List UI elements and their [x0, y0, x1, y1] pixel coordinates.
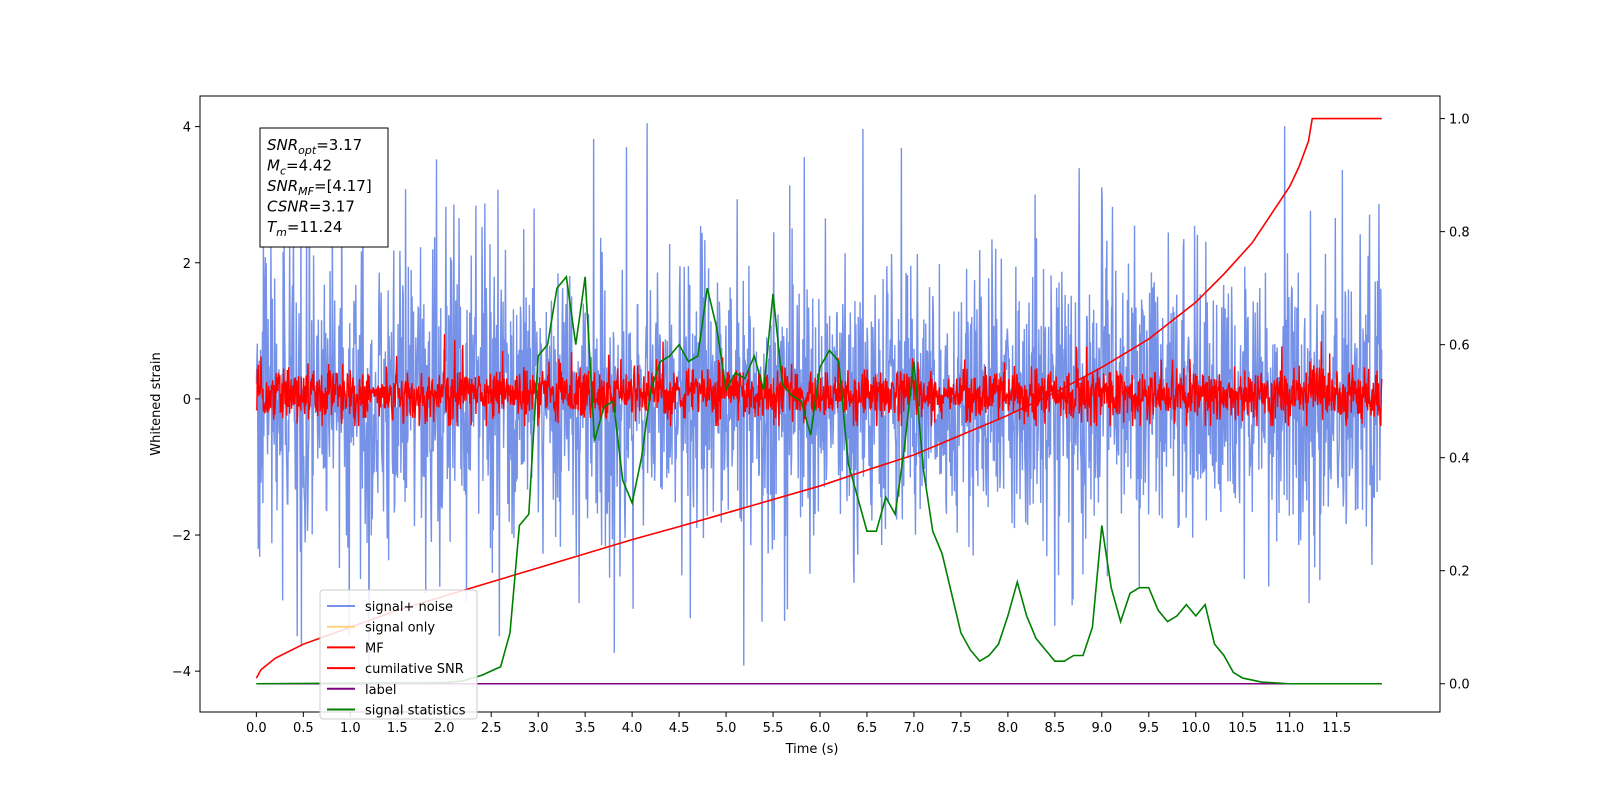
y-tick-label: −2: [172, 529, 191, 544]
x-tick-label: 9.0: [1091, 721, 1112, 736]
x-tick-label: 2.0: [434, 721, 455, 736]
x-tick-label: 10.0: [1181, 721, 1210, 736]
annotation-line: CSNR=3.17: [267, 198, 355, 216]
x-tick-label: 3.5: [575, 721, 596, 736]
x-tick-label: 1.5: [387, 721, 408, 736]
x-tick-label: 6.0: [810, 721, 831, 736]
legend-label: MF: [365, 641, 384, 656]
y-tick-label: 4: [183, 121, 191, 136]
x-tick-label: 11.0: [1275, 721, 1304, 736]
x-tick-label: 2.5: [481, 721, 502, 736]
legend-frame: [319, 589, 478, 720]
x-tick-label: 8.0: [998, 721, 1019, 736]
x-tick-label: 9.5: [1138, 721, 1159, 736]
legend-entry: cumilative SNR: [327, 662, 464, 677]
y2-tick-label: 0.0: [1449, 678, 1470, 693]
legend-label: label: [365, 683, 396, 698]
legend-entry: signal+ noise: [327, 600, 453, 615]
x-tick-label: 1.0: [340, 721, 361, 736]
x-axis-label: Time (s): [785, 742, 839, 757]
legend-entry: signal only: [327, 621, 435, 636]
x-tick-label: 10.5: [1228, 721, 1257, 736]
y2-tick-label: 0.8: [1449, 226, 1470, 241]
y2-tick-label: 0.6: [1449, 339, 1470, 354]
legend-label: signal statistics: [365, 704, 466, 719]
x-tick-label: 5.5: [763, 721, 784, 736]
legend-entry: signal statistics: [327, 704, 466, 719]
x-tick-label: 5.0: [716, 721, 737, 736]
x-tick-label: 3.0: [528, 721, 549, 736]
x-tick-label: 4.5: [669, 721, 690, 736]
x-tick-label: 6.5: [857, 721, 878, 736]
legend-label: signal+ noise: [365, 600, 453, 615]
annotation-line: Mc=4.42: [267, 157, 332, 178]
y2-tick-label: 1.0: [1449, 113, 1470, 128]
ticks-layer: 0.0 0.5 1.0 1.5 2.0 2.5 3.0 3.5 4.0 4.5 5.0 5.5 6.0 6…: [172, 113, 1470, 736]
annotation-frame: [259, 127, 389, 248]
y2-tick-label: 0.4: [1449, 452, 1470, 467]
y-tick-label: 0: [183, 393, 191, 408]
series-signal-statistics: [256, 274, 1382, 685]
annotation-line: SNRopt=3.17: [267, 136, 362, 157]
x-tick-label: 0.5: [293, 721, 314, 736]
series-mf-line: [255, 334, 1383, 427]
x-tick-label: 7.5: [951, 721, 972, 736]
series-line: [256, 274, 1382, 685]
legend: signal+ noise signal only MF cumilative SNR…: [319, 589, 478, 720]
annotation-line: Tm=11.24: [267, 218, 342, 239]
y2-tick-label: 0.2: [1449, 565, 1470, 580]
x-tick-label: 8.5: [1045, 721, 1066, 736]
x-tick-label: 0.0: [246, 721, 267, 736]
legend-entry: MF: [327, 641, 384, 656]
annotation-line: SNRMF=[4.17]: [267, 177, 372, 198]
legend-label: cumilative SNR: [365, 662, 464, 677]
x-tick-label: 7.0: [904, 721, 925, 736]
y-tick-label: −4: [172, 665, 191, 680]
x-tick-label: 4.0: [622, 721, 643, 736]
y-tick-label: 2: [183, 257, 191, 272]
x-tick-label: 11.5: [1322, 721, 1351, 736]
legend-label: signal only: [365, 621, 435, 636]
legend-entry: label: [327, 683, 396, 698]
y-axis-label: Whitened strain: [149, 352, 164, 455]
